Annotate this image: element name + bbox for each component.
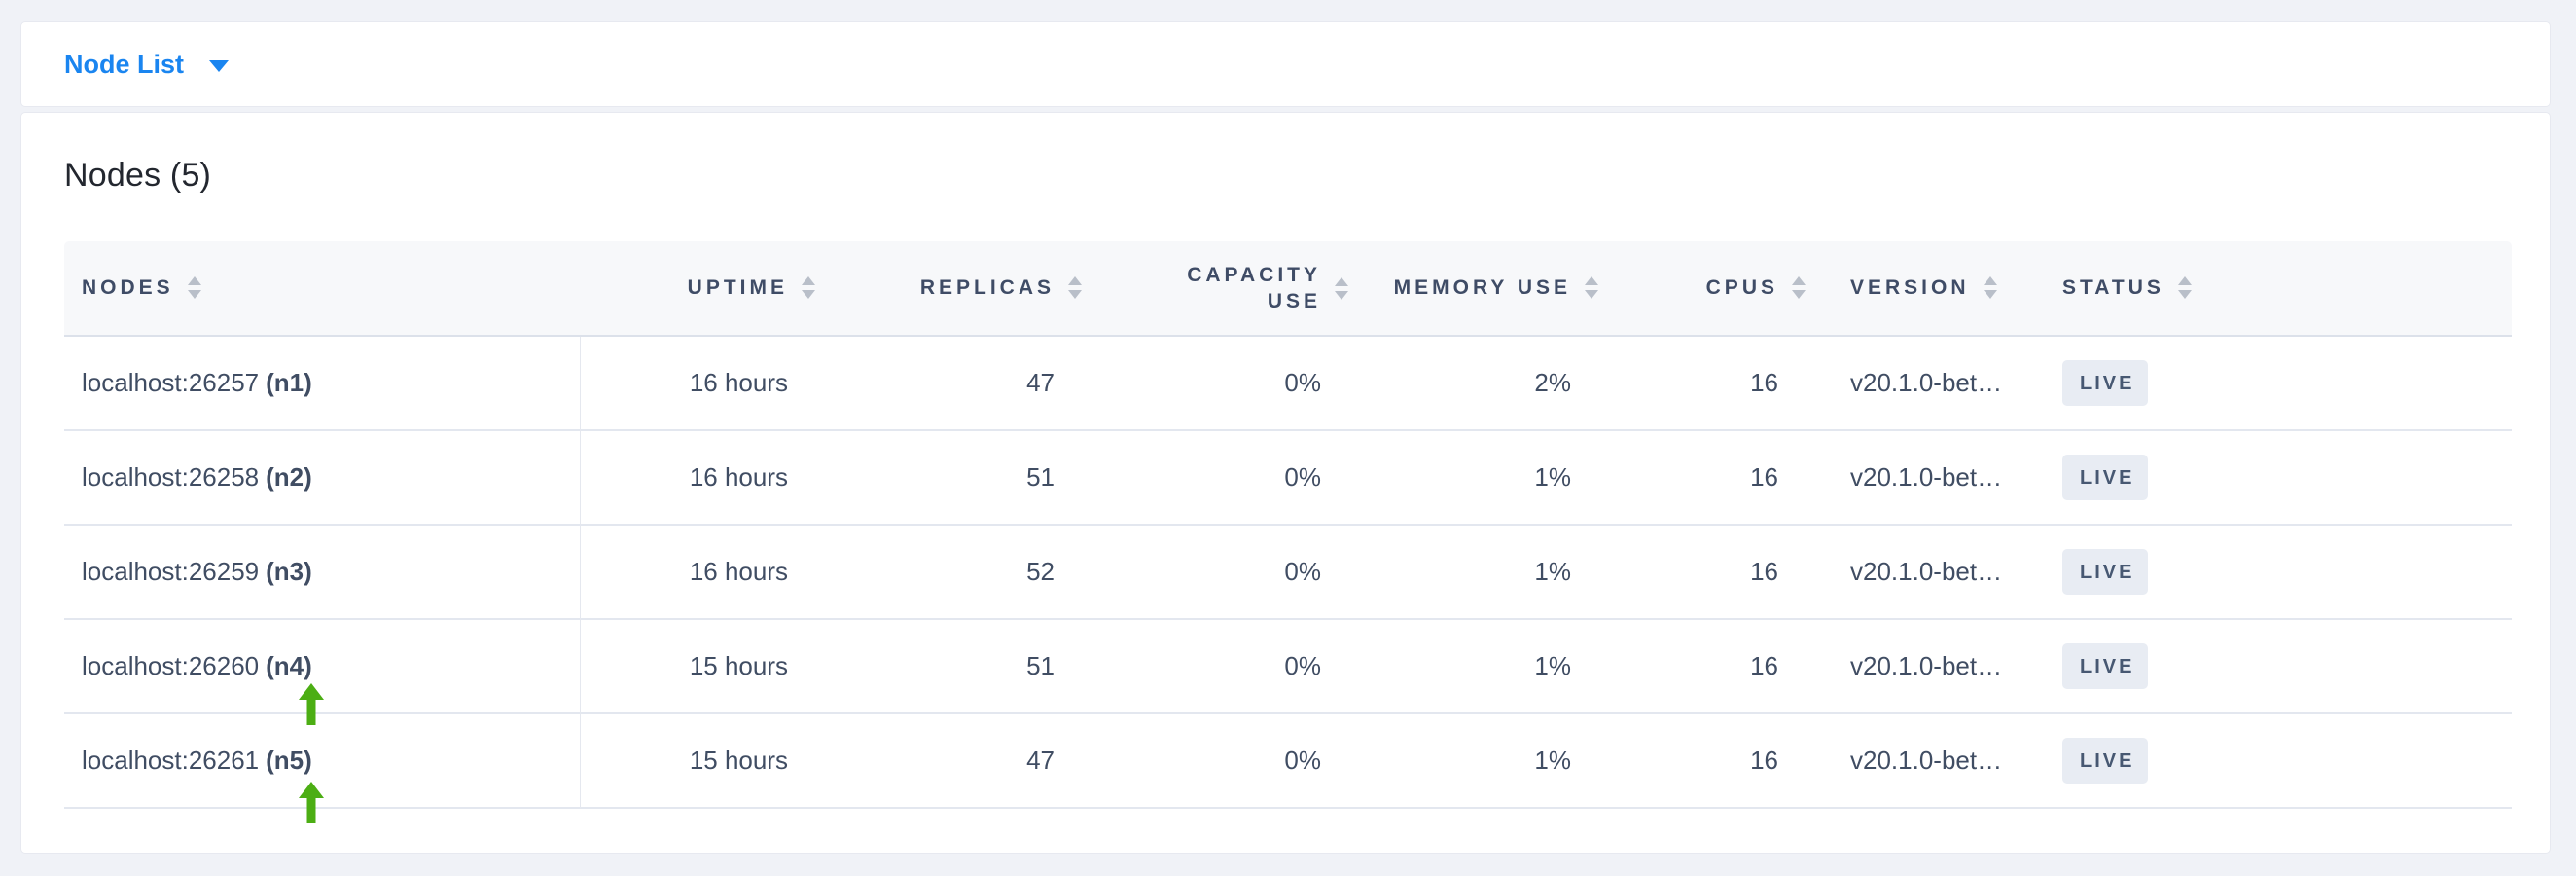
replicas-cell: 47 [800,714,1066,809]
status-cell: LIVE [2062,714,2512,809]
cpus-cell: 16 [1583,431,1790,526]
version-cell: v20.1.0-bet… [1790,526,2062,620]
sort-icon [1335,276,1348,300]
node-id: (n1) [266,368,312,397]
memory-use-cell: 1% [1333,620,1583,714]
cpus-cell: 16 [1583,714,1790,809]
table-row: localhost:26257 (n1) 16 hours 47 0% 2% 16… [64,337,2512,431]
column-header-capacity-use[interactable]: CAPACITY USE [1066,241,1348,337]
node-id: (n3) [266,557,312,586]
column-header-replicas[interactable]: REPLICAS [800,241,1082,337]
sort-icon [1983,276,1997,300]
panel-title: Nodes (5) [64,157,212,194]
table-header-row: NODES UPTIME REPLICAS [64,241,2512,337]
table-row: localhost:26261 (n5) 15 hours 47 0% 1% 16… [64,714,2512,809]
sort-icon [802,276,815,300]
dropdown-label: Node List [64,49,185,79]
uptime-cell: 16 hours [581,431,800,526]
nodes-table-container: NODES UPTIME REPLICAS [64,241,2512,809]
node-address-cell: localhost:26261 (n5) [64,714,581,809]
status-badge: LIVE [2062,455,2149,500]
capacity-use-cell: 0% [1066,526,1333,620]
status-badge: LIVE [2062,738,2149,784]
uptime-cell: 15 hours [581,620,800,714]
node-list-dropdown[interactable]: Node List [64,49,230,80]
capacity-use-cell: 0% [1066,431,1333,526]
capacity-use-cell: 0% [1066,714,1333,809]
column-header-status[interactable]: STATUS [2062,241,2512,337]
table-row: localhost:26258 (n2) 16 hours 51 0% 1% 16… [64,431,2512,526]
sort-icon [1792,276,1806,300]
node-id: (n2) [266,462,312,492]
column-header-nodes[interactable]: NODES [64,241,581,337]
nodes-table: NODES UPTIME REPLICAS [64,241,2512,809]
status-cell: LIVE [2062,337,2512,431]
column-header-cpus[interactable]: CPUS [1583,241,1806,337]
node-address-cell: localhost:26260 (n4) [64,620,581,714]
memory-use-cell: 1% [1333,714,1583,809]
node-address-cell: localhost:26258 (n2) [64,431,581,526]
sort-icon [1585,276,1598,300]
sort-icon [2177,276,2192,300]
column-header-version[interactable]: VERSION [1790,241,2062,337]
status-badge: LIVE [2062,360,2149,406]
nodes-panel: Nodes (5) NODES UPTIME [20,112,2551,854]
capacity-use-cell: 0% [1066,337,1333,431]
capacity-use-cell: 0% [1066,620,1333,714]
node-address-cell: localhost:26257 (n1) [64,337,581,431]
cpus-cell: 16 [1583,526,1790,620]
sort-icon [187,276,201,300]
sort-icon [1068,276,1082,300]
cpus-cell: 16 [1583,620,1790,714]
node-id: (n5) [266,746,312,775]
cpus-cell: 16 [1583,337,1790,431]
node-id: (n4) [266,651,312,680]
replicas-cell: 47 [800,337,1066,431]
version-cell: v20.1.0-bet… [1790,337,2062,431]
version-cell: v20.1.0-bet… [1790,714,2062,809]
column-header-memory-use[interactable]: MEMORY USE [1333,241,1598,337]
table-row: localhost:26260 (n4) 15 hours 51 0% 1% 16… [64,620,2512,714]
status-cell: LIVE [2062,526,2512,620]
status-cell: LIVE [2062,431,2512,526]
memory-use-cell: 1% [1333,431,1583,526]
uptime-cell: 16 hours [581,337,800,431]
memory-use-cell: 1% [1333,526,1583,620]
replicas-cell: 51 [800,620,1066,714]
view-selector-bar: Node List [20,21,2551,107]
uptime-cell: 16 hours [581,526,800,620]
status-badge: LIVE [2062,549,2149,595]
status-cell: LIVE [2062,620,2512,714]
replicas-cell: 52 [800,526,1066,620]
replicas-cell: 51 [800,431,1066,526]
version-cell: v20.1.0-bet… [1790,431,2062,526]
status-badge: LIVE [2062,643,2149,689]
caret-down-icon [209,59,230,72]
table-row: localhost:26259 (n3) 16 hours 52 0% 1% 16… [64,526,2512,620]
node-address-cell: localhost:26259 (n3) [64,526,581,620]
uptime-cell: 15 hours [581,714,800,809]
version-cell: v20.1.0-bet… [1790,620,2062,714]
memory-use-cell: 2% [1333,337,1583,431]
column-header-uptime[interactable]: UPTIME [581,241,815,337]
